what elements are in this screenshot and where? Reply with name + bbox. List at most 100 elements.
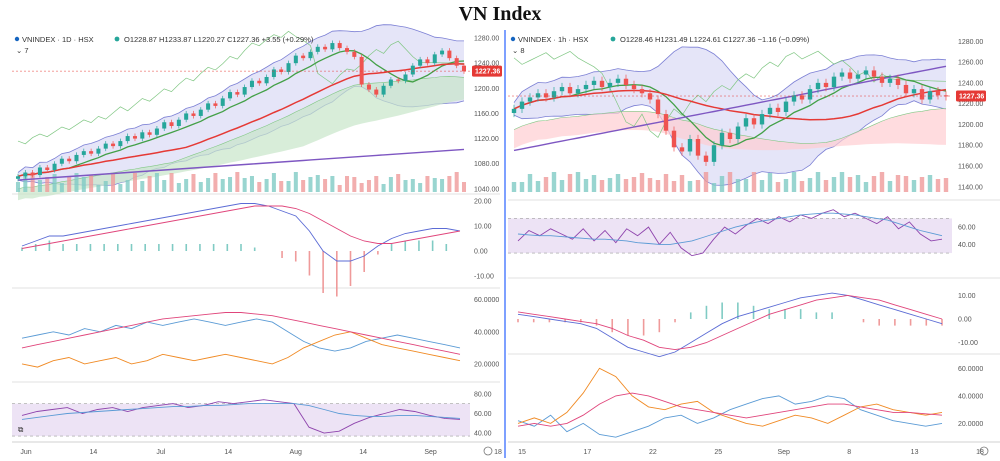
candle-body (655, 99, 661, 115)
candle-body (440, 50, 445, 55)
candle-body (396, 79, 401, 81)
candle-body (607, 82, 613, 88)
candle-body (775, 107, 781, 112)
volume-bar (345, 176, 350, 192)
volume-bar (381, 184, 386, 192)
candle-body (242, 87, 247, 95)
left-price-tick: 1280.00 (474, 36, 499, 43)
volume-bar (711, 183, 717, 192)
candle-body (871, 70, 877, 77)
left-time-tick: 14 (90, 449, 98, 456)
candle-body (330, 43, 335, 50)
left-osc-tick: 20.00 (474, 199, 492, 206)
candle-body (551, 91, 557, 98)
volume-bar (410, 179, 415, 192)
candle-body (863, 70, 869, 75)
candle-body (575, 89, 581, 94)
volume-bar (551, 172, 557, 192)
volume-bar (461, 182, 467, 192)
candle-body (67, 158, 72, 162)
volume-bar (775, 182, 781, 192)
ma-long-line (17, 148, 465, 181)
candle-body (103, 143, 108, 149)
volume-bar (567, 174, 573, 192)
volume-bar (703, 172, 709, 192)
volume-bar (271, 173, 276, 192)
volume-bar (575, 172, 581, 192)
volume-bar (823, 180, 829, 192)
volume-bar (89, 175, 94, 192)
candle-body (903, 84, 909, 94)
right-osc-tick: 40.00 (958, 242, 976, 249)
candle-body (52, 163, 57, 171)
candle-body (198, 109, 203, 116)
volume-bar (293, 172, 298, 192)
candle-body (381, 85, 386, 95)
left-time-tick: Jun (20, 449, 31, 456)
candle-body (719, 132, 725, 146)
candle-body (162, 122, 167, 129)
volume-bar (206, 178, 211, 192)
volume-bar (242, 178, 247, 192)
last-price-label: 1227.36 (475, 69, 500, 76)
right-time-tick: Sep (777, 449, 790, 456)
left-osc-tick: 10.00 (474, 224, 492, 231)
volume-bar (147, 176, 152, 192)
right-rsi-band (508, 218, 952, 254)
volume-bar (887, 181, 893, 192)
candle-body (615, 78, 621, 83)
volume-bar (308, 177, 313, 192)
left-price-tick: 1120.00 (474, 136, 499, 143)
candle-body (132, 136, 137, 139)
candle-body (687, 139, 693, 152)
right-price-tick: 1160.00 (958, 164, 983, 171)
left-symbol-icon (14, 36, 20, 42)
volume-bar (140, 181, 145, 192)
volume-bar (228, 177, 233, 192)
volume-bar (366, 180, 371, 192)
bollinger-band-fill (514, 46, 946, 186)
volume-bar (911, 180, 917, 192)
candle-body (111, 143, 116, 147)
left-price-tick: 1080.00 (474, 161, 499, 168)
candle-body (45, 167, 50, 171)
volume-bar (839, 172, 845, 192)
candle-body (559, 87, 565, 92)
left-time-tick: 14 (224, 449, 232, 456)
candle-body (118, 141, 123, 147)
right-symbol-label: VNINDEX · 1h · HSX (518, 35, 588, 44)
candle-body (647, 93, 653, 100)
volume-bar (249, 176, 254, 192)
volume-bar (330, 176, 335, 192)
volume-bar (96, 185, 101, 192)
candle-body (631, 84, 637, 90)
left-price-tick: 1200.00 (474, 86, 499, 93)
volume-bar (671, 181, 677, 192)
candle-body (147, 132, 152, 135)
candle-body (791, 95, 797, 102)
volume-bar (727, 172, 733, 192)
volume-bar (599, 180, 605, 192)
right-symbol-icon (510, 36, 516, 42)
left-osc-tick: 20.0000 (474, 361, 499, 368)
left-osc-tick: 40.00 (474, 431, 492, 438)
volume-bar (198, 182, 203, 192)
candle-body (264, 76, 269, 84)
candle-body (271, 69, 276, 77)
volume-bar (663, 174, 669, 192)
last-price-label: 1227.36 (959, 94, 984, 101)
left-rsi-band (12, 403, 470, 437)
volume-bar (527, 174, 533, 192)
volume-bar (432, 178, 437, 192)
left-di-line (21, 331, 461, 368)
candle-body (567, 87, 573, 94)
volume-bar (863, 182, 869, 192)
volume-bar (687, 181, 693, 192)
candle-body (37, 167, 42, 176)
volume-bar (935, 179, 941, 192)
candle-body (711, 145, 717, 162)
candle-body (425, 59, 430, 64)
candle-body (220, 98, 225, 106)
volume-bar (519, 182, 525, 192)
